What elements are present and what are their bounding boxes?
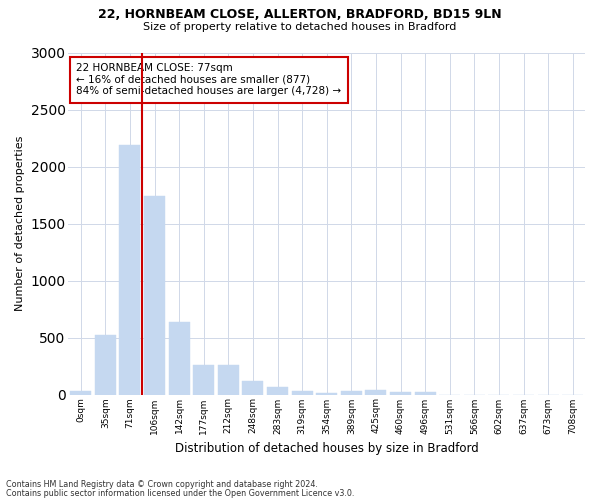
Bar (267, 386, 288, 394)
Y-axis label: Number of detached properties: Number of detached properties (15, 136, 25, 312)
Bar (341, 391, 362, 394)
Text: Size of property relative to detached houses in Bradford: Size of property relative to detached ho… (143, 22, 457, 32)
Text: 22 HORNBEAM CLOSE: 77sqm
← 16% of detached houses are smaller (877)
84% of semi-: 22 HORNBEAM CLOSE: 77sqm ← 16% of detach… (76, 63, 341, 96)
Bar (70, 391, 91, 394)
Text: Contains public sector information licensed under the Open Government Licence v3: Contains public sector information licen… (6, 488, 355, 498)
Text: Contains HM Land Registry data © Crown copyright and database right 2024.: Contains HM Land Registry data © Crown c… (6, 480, 318, 489)
Bar (144, 196, 165, 394)
Bar (365, 390, 386, 394)
X-axis label: Distribution of detached houses by size in Bradford: Distribution of detached houses by size … (175, 442, 479, 455)
Bar (193, 365, 214, 394)
Bar (415, 392, 436, 394)
Bar (95, 336, 116, 394)
Bar (218, 365, 239, 394)
Bar (242, 382, 263, 394)
Bar (316, 393, 337, 394)
Bar (169, 322, 190, 394)
Bar (119, 145, 140, 394)
Bar (292, 390, 313, 394)
Bar (390, 392, 411, 394)
Text: 22, HORNBEAM CLOSE, ALLERTON, BRADFORD, BD15 9LN: 22, HORNBEAM CLOSE, ALLERTON, BRADFORD, … (98, 8, 502, 20)
